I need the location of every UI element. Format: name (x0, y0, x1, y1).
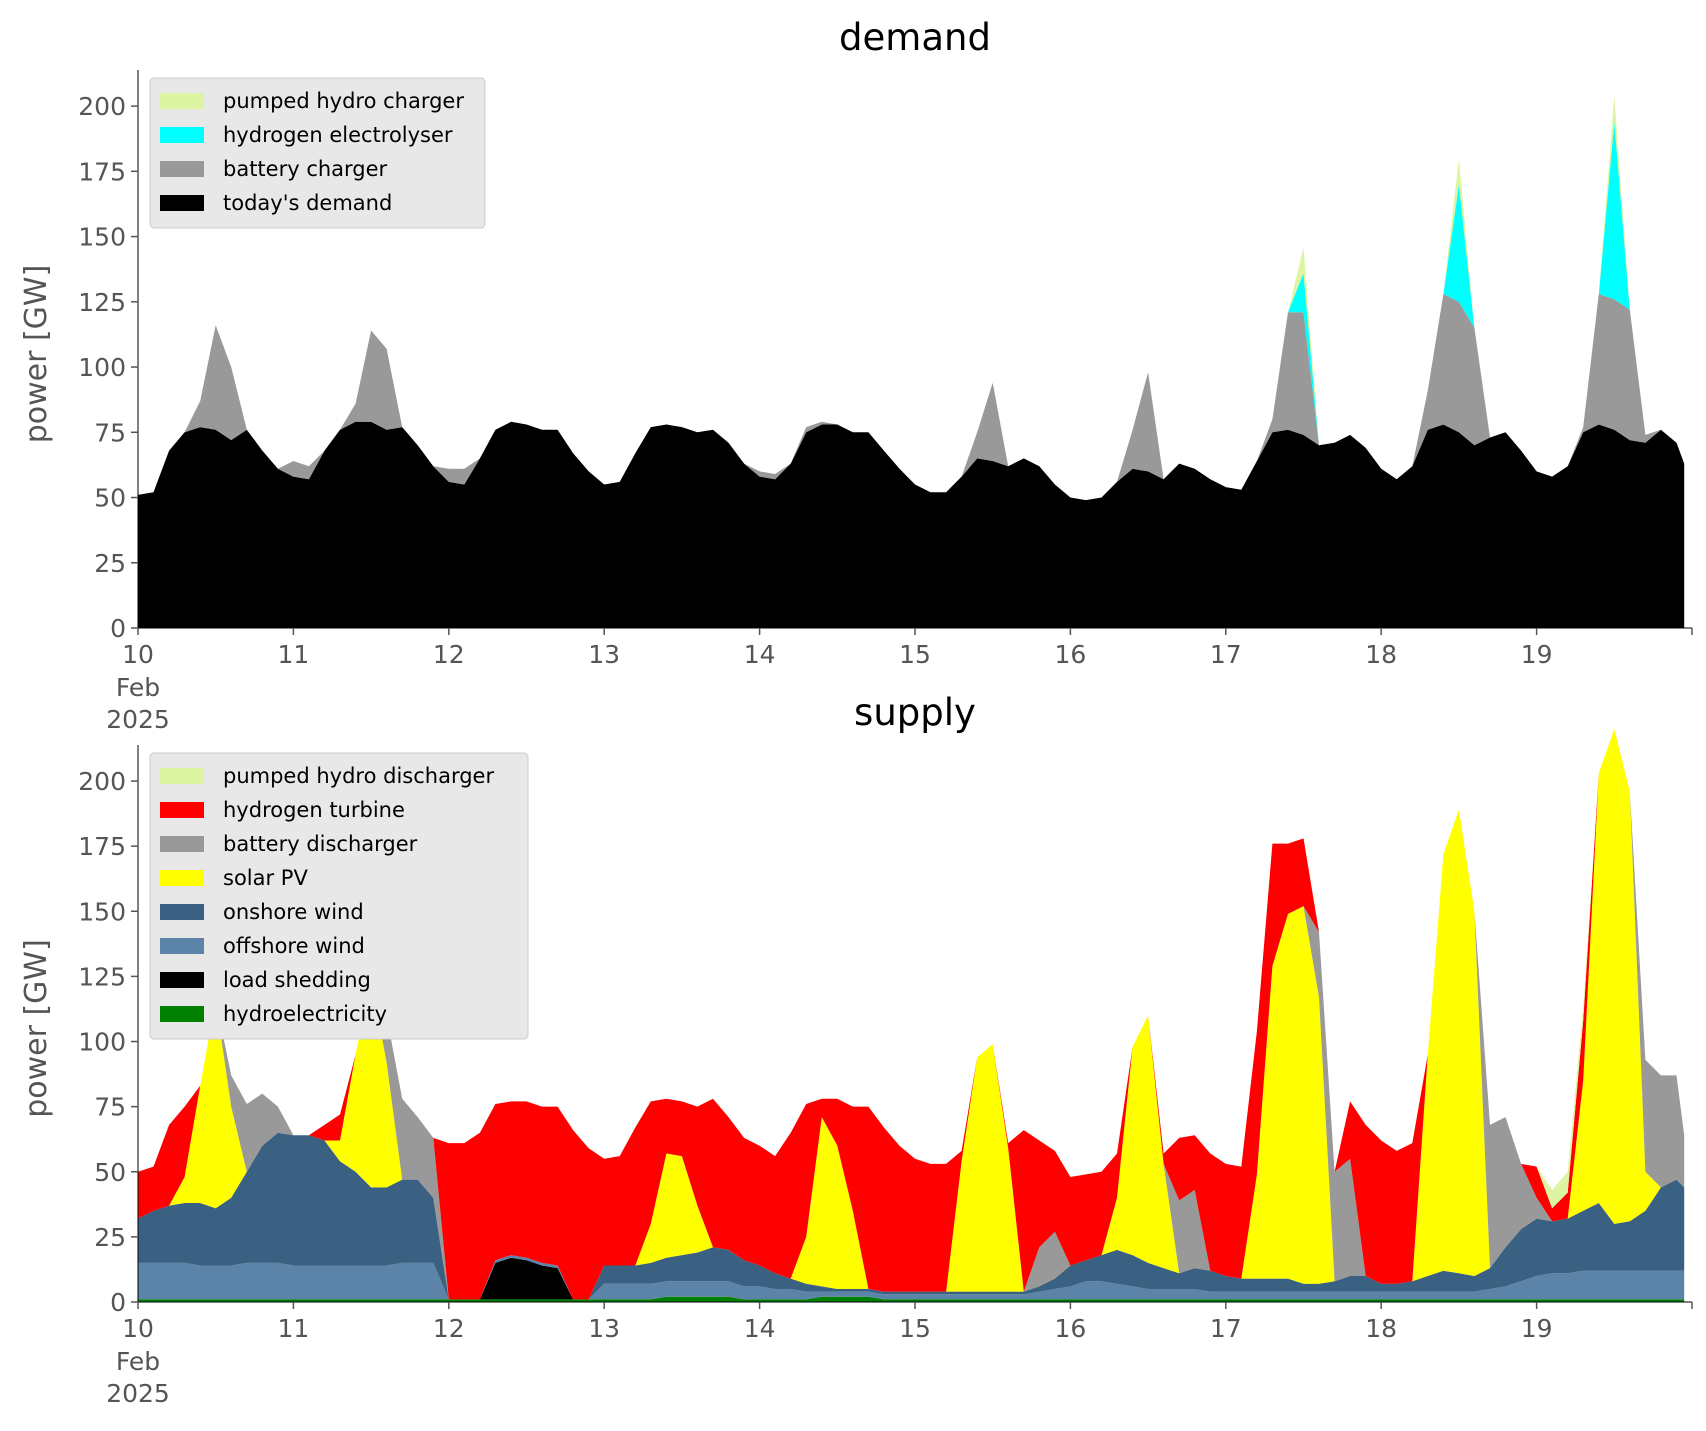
y-tick-label: 100 (78, 1028, 126, 1057)
y-tick-label: 100 (78, 353, 126, 382)
legend-box (149, 77, 486, 229)
area-offshore-wind (138, 1255, 1685, 1300)
x-tick-label: 16 (1054, 640, 1086, 669)
chart-title: supply (854, 691, 976, 734)
legend-label: solar PV (223, 866, 308, 890)
demand-panel: demand 0 25 50 75 100 125 150 175 200 power [GW] 10… (19, 16, 1693, 734)
y-tick-label: 175 (78, 832, 126, 861)
y-axis-label: power [GW] (19, 939, 54, 1118)
y-axis-label: power [GW] (19, 265, 54, 444)
x-tick-label: 10 (122, 640, 154, 669)
legend-swatch-hydroelectricity (160, 1006, 204, 1022)
x-tick-label: 18 (1365, 1314, 1397, 1343)
chart-title: demand (839, 16, 991, 59)
legend-label: battery charger (223, 157, 388, 181)
area-load-shedding (138, 1257, 1685, 1300)
legend-swatch-pumped-hydro-charger (160, 93, 204, 109)
legend-swatch-onshore-wind (160, 904, 204, 920)
x-tick-label: 15 (899, 640, 931, 669)
y-tick-label: 25 (94, 549, 126, 578)
x-date-label: Feb (116, 1347, 160, 1376)
legend-label: hydrogen turbine (223, 798, 405, 822)
y-tick-label: 0 (110, 614, 126, 643)
y-tick-label: 50 (94, 1158, 126, 1187)
x-tick-label: 11 (277, 1314, 309, 1343)
legend-swatch-solar-pv (160, 870, 204, 886)
x-tick-label: 18 (1365, 640, 1397, 669)
x-tick-label: 12 (433, 1314, 465, 1343)
legend-box (149, 752, 529, 1040)
x-date-label: Feb (116, 673, 160, 702)
area-solar-pv (138, 729, 1685, 1300)
area-onshore-wind (138, 1132, 1685, 1300)
area-today-s-demand (138, 421, 1685, 628)
legend-swatch-offshore-wind (160, 938, 204, 954)
legend-swatch-battery-charger (160, 161, 204, 177)
legend-swatch-hydrogen-turbine (160, 802, 204, 818)
x-tick-label: 10 (122, 1314, 154, 1343)
legend-swatch-pumped-hydro-discharger (160, 768, 204, 784)
y-tick-label: 125 (78, 288, 126, 317)
y-tick-label: 75 (94, 1093, 126, 1122)
y-tick-label: 175 (78, 157, 126, 186)
x-tick-label: 17 (1210, 1314, 1242, 1343)
y-tick-label: 150 (78, 897, 126, 926)
y-tick-label: 200 (78, 92, 126, 121)
area-battery-charger (138, 294, 1685, 501)
legend-swatch-load-shedding (160, 972, 204, 988)
legend-swatch-battery-discharger (160, 836, 204, 852)
x-tick-label: 13 (588, 1314, 620, 1343)
legend-label: battery discharger (223, 832, 418, 856)
x-tick-label: 11 (277, 640, 309, 669)
y-tick-label: 150 (78, 223, 126, 252)
y-tick-label: 200 (78, 767, 126, 796)
x-tick-label: 12 (433, 640, 465, 669)
x-tick-label: 19 (1521, 640, 1553, 669)
legend-label: hydrogen electrolyser (223, 123, 453, 147)
y-tick-label: 25 (94, 1223, 126, 1252)
legend-label: hydroelectricity (223, 1002, 387, 1026)
x-tick-label: 17 (1210, 640, 1242, 669)
y-tick-label: 0 (110, 1288, 126, 1317)
legend-label: load shedding (223, 968, 371, 992)
y-tick-label: 75 (94, 418, 126, 447)
legend-label: today's demand (223, 191, 392, 215)
legend-label: onshore wind (223, 900, 364, 924)
legend-label: pumped hydro charger (223, 89, 464, 113)
x-tick-label: 19 (1521, 1314, 1553, 1343)
legend-swatch-hydrogen-electrolyser (160, 127, 204, 143)
legend-label: offshore wind (223, 934, 365, 958)
supply-panel: supply 0 25 50 75 100 125 150 175 200 power [GW] 10… (19, 691, 1693, 1408)
x-tick-label: 15 (899, 1314, 931, 1343)
y-tick-label: 125 (78, 962, 126, 991)
x-date-label: 2025 (106, 705, 170, 734)
y-tick-label: 50 (94, 484, 126, 513)
x-tick-label: 14 (744, 640, 776, 669)
x-date-label: 2025 (106, 1379, 170, 1408)
area-hydrogen-turbine (138, 729, 1685, 1300)
x-tick-label: 16 (1054, 1314, 1086, 1343)
x-tick-label: 13 (588, 640, 620, 669)
x-tick-label: 14 (744, 1314, 776, 1343)
legend-label: pumped hydro discharger (223, 764, 494, 788)
legend-swatch-today-s-demand (160, 195, 204, 211)
